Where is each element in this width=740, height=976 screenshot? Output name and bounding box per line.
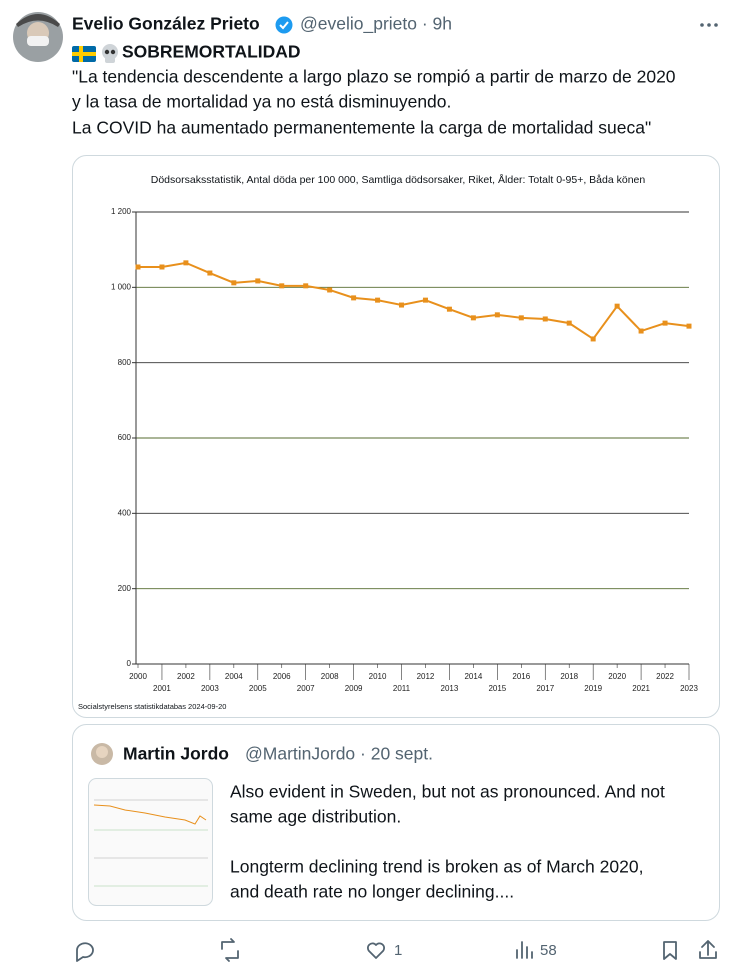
- y-tick-label: 400: [118, 508, 132, 517]
- data-point: [207, 270, 213, 276]
- x-tick-label: 2006: [273, 672, 291, 681]
- x-tick-label: 2014: [464, 672, 482, 681]
- x-tick-label: 2017: [536, 684, 554, 693]
- quoted-tweet[interactable]: [72, 724, 720, 921]
- y-tick-label: 1 000: [111, 282, 132, 291]
- x-tick-label: 2023: [680, 684, 698, 693]
- data-point: [135, 264, 141, 270]
- tweet-text: La COVID ha aumentado permanentemente la…: [72, 118, 651, 138]
- data-point: [494, 312, 500, 318]
- media-card[interactable]: [72, 155, 720, 718]
- x-tick-label: 2000: [129, 672, 147, 681]
- y-tick-label: 600: [118, 433, 132, 442]
- x-tick-label: 2012: [417, 672, 435, 681]
- avatar-mask: [27, 36, 49, 46]
- x-tick-label: 2015: [488, 684, 506, 693]
- x-tick-label: 2016: [512, 672, 530, 681]
- like-button[interactable]: [367, 942, 385, 959]
- quoted-author-name[interactable]: Martin Jordo: [123, 744, 229, 764]
- like-count: 1: [394, 942, 402, 959]
- chart-title: Dödsorsaksstatistik, Antal döda per 100 …: [151, 173, 646, 186]
- sweden-flag: [72, 46, 96, 62]
- y-tick-label: 800: [118, 358, 132, 367]
- data-point: [375, 297, 381, 303]
- quoted-avatar-face: [96, 746, 108, 758]
- quoted-text: same age distribution.: [230, 807, 401, 827]
- x-tick-label: 2020: [608, 672, 626, 681]
- x-tick-label: 2007: [297, 684, 315, 693]
- x-tick-label: 2021: [632, 684, 650, 693]
- avatar-cap: [16, 14, 60, 27]
- x-tick-label: 2011: [393, 684, 411, 693]
- quoted-text: Also evident in Sweden, but not as prono…: [230, 782, 665, 802]
- data-point: [159, 264, 165, 270]
- chart: Dödsorsaksstatistik, Antal döda per 100 …: [78, 173, 698, 711]
- reply-button[interactable]: [76, 942, 94, 962]
- data-point: [399, 302, 405, 308]
- x-tick-label: 2010: [369, 672, 387, 681]
- y-tick-label: 1 200: [111, 207, 132, 216]
- data-point: [470, 315, 476, 321]
- quoted-handle[interactable]: @MartinJordo · 20 sept.: [245, 744, 433, 764]
- more-button[interactable]: [700, 23, 718, 27]
- x-tick-label: 2005: [249, 684, 267, 693]
- x-tick-label: 2008: [321, 672, 339, 681]
- x-tick-label: 2001: [153, 684, 171, 693]
- skull-emoji: [102, 44, 118, 63]
- x-tick-label: 2018: [560, 672, 578, 681]
- data-point: [566, 320, 572, 326]
- data-point: [183, 260, 189, 266]
- retweet-button[interactable]: [221, 938, 239, 962]
- x-tick-label: 2013: [441, 684, 459, 693]
- quoted-text: and death rate no longer declining....: [230, 882, 514, 902]
- x-tick-label: 2004: [225, 672, 243, 681]
- data-line: [138, 261, 690, 341]
- views-button[interactable]: [516, 941, 533, 959]
- y-tick-label: 0: [127, 659, 132, 668]
- data-point: [662, 320, 668, 326]
- x-tick-label: 2009: [345, 684, 363, 693]
- author-name[interactable]: Evelio González Prieto: [72, 14, 260, 34]
- data-point: [303, 283, 309, 289]
- data-point: [255, 278, 261, 284]
- data-point: [638, 328, 644, 334]
- data-point: [446, 306, 452, 312]
- data-point: [686, 323, 692, 329]
- verified-badge: [275, 16, 293, 34]
- handle[interactable]: @evelio_prieto · 9h: [300, 14, 452, 35]
- verified-check: [279, 21, 289, 30]
- data-point: [327, 287, 333, 293]
- data-point: [279, 283, 285, 289]
- data-point: [590, 336, 596, 342]
- x-tick-label: 2022: [656, 672, 674, 681]
- data-point: [542, 316, 548, 322]
- quoted-thumbnail: [88, 778, 213, 906]
- share-button[interactable]: [699, 940, 717, 959]
- view-count: 58: [540, 942, 557, 959]
- quoted-text: Longterm declining trend is broken as of…: [230, 857, 643, 877]
- data-point: [231, 280, 237, 286]
- tweet-text: "La tendencia descendente a largo plazo …: [72, 67, 676, 87]
- data-point: [422, 297, 428, 303]
- x-tick-label: 2002: [177, 672, 195, 681]
- y-tick-label: 200: [118, 584, 132, 593]
- bookmark-button[interactable]: [663, 941, 677, 960]
- x-tick-label: 2019: [584, 684, 602, 693]
- headline: SOBREMORTALIDAD: [122, 42, 301, 62]
- x-tick-label: 2003: [201, 684, 219, 693]
- tweet-text: y la tasa de mortalidad ya no está dismi…: [72, 92, 451, 112]
- data-point: [351, 295, 357, 301]
- data-point: [614, 303, 620, 309]
- chart-source: Socialstyrelsens statistikdatabas 2024-0…: [78, 702, 226, 711]
- data-point: [518, 315, 524, 321]
